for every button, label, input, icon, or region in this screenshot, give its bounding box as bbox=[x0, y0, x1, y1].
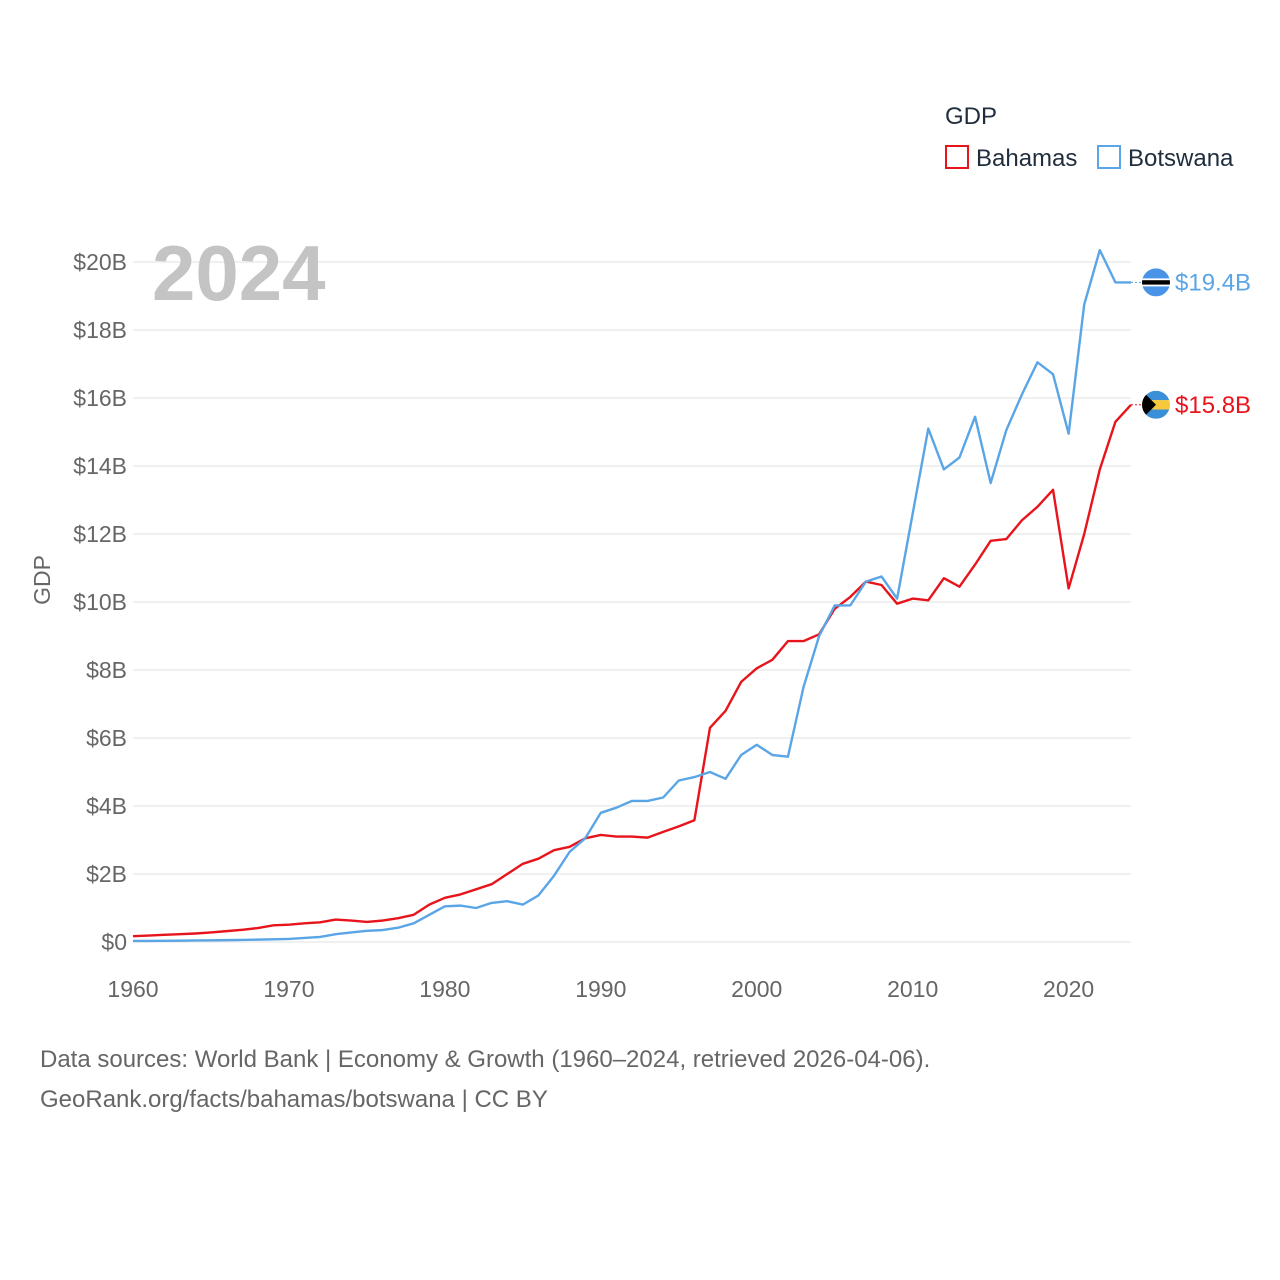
legend-swatch-botswana bbox=[1097, 145, 1121, 169]
end-label-bahamas: $15.8B bbox=[1175, 392, 1251, 419]
x-tick-label: 2010 bbox=[887, 976, 938, 1002]
legend-label-botswana: Botswana bbox=[1128, 145, 1234, 172]
bahamas-flag-icon bbox=[1142, 390, 1170, 419]
botswana-flag-icon bbox=[1142, 268, 1170, 297]
series-layer bbox=[132, 248, 1142, 943]
y-tick-label: $10B bbox=[73, 589, 127, 615]
y-tick-label: $8B bbox=[86, 657, 127, 683]
x-tick-label: 1980 bbox=[419, 976, 470, 1002]
y-tick-label: $16B bbox=[73, 385, 127, 411]
series-line-botswana bbox=[133, 248, 1131, 943]
grid-layer bbox=[133, 261, 1131, 943]
source-line-1: Data sources: World Bank | Economy & Gro… bbox=[40, 1046, 931, 1073]
legend-swatch-bahamas bbox=[945, 145, 969, 169]
source-line-2: GeoRank.org/facts/bahamas/botswana | CC … bbox=[40, 1086, 548, 1113]
x-tick-label: 1970 bbox=[263, 976, 314, 1002]
x-tick-label: 1960 bbox=[107, 976, 158, 1002]
x-tick-label: 2000 bbox=[731, 976, 782, 1002]
series-line-bahamas bbox=[132, 403, 1132, 938]
year-label: 2024 bbox=[152, 229, 326, 317]
source-note: Data sources: World Bank | Economy & Gro… bbox=[40, 1040, 930, 1120]
legend-label-bahamas: Bahamas bbox=[976, 145, 1077, 172]
y-tick-label: $12B bbox=[73, 521, 127, 547]
y-tick-label: $4B bbox=[86, 793, 127, 819]
y-axis-label: GDP bbox=[29, 555, 55, 605]
x-tick-label: 1990 bbox=[575, 976, 626, 1002]
x-tick-label: 2020 bbox=[1043, 976, 1094, 1002]
legend: GDP Bahamas Botswana bbox=[945, 103, 1234, 172]
y-tick-label: $18B bbox=[73, 317, 127, 343]
x-axis-ticks: 1960 1970 1980 1990 2000 2010 2020 bbox=[107, 976, 1094, 1002]
y-tick-label: $2B bbox=[86, 861, 127, 887]
y-tick-label: $0 bbox=[101, 929, 127, 955]
y-axis-ticks: $0 $2B $4B $6B $8B $10B $12B $14B $16B $18B $20B bbox=[73, 249, 127, 955]
y-tick-label: $6B bbox=[86, 725, 127, 751]
y-tick-label: $20B bbox=[73, 249, 127, 275]
legend-title: GDP bbox=[945, 103, 997, 130]
y-tick-label: $14B bbox=[73, 453, 127, 479]
end-label-botswana: $19.4B bbox=[1175, 269, 1251, 296]
